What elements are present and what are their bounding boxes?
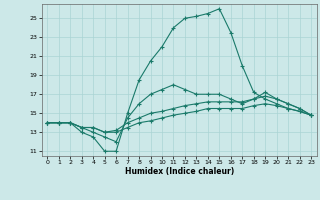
X-axis label: Humidex (Indice chaleur): Humidex (Indice chaleur) (124, 167, 234, 176)
